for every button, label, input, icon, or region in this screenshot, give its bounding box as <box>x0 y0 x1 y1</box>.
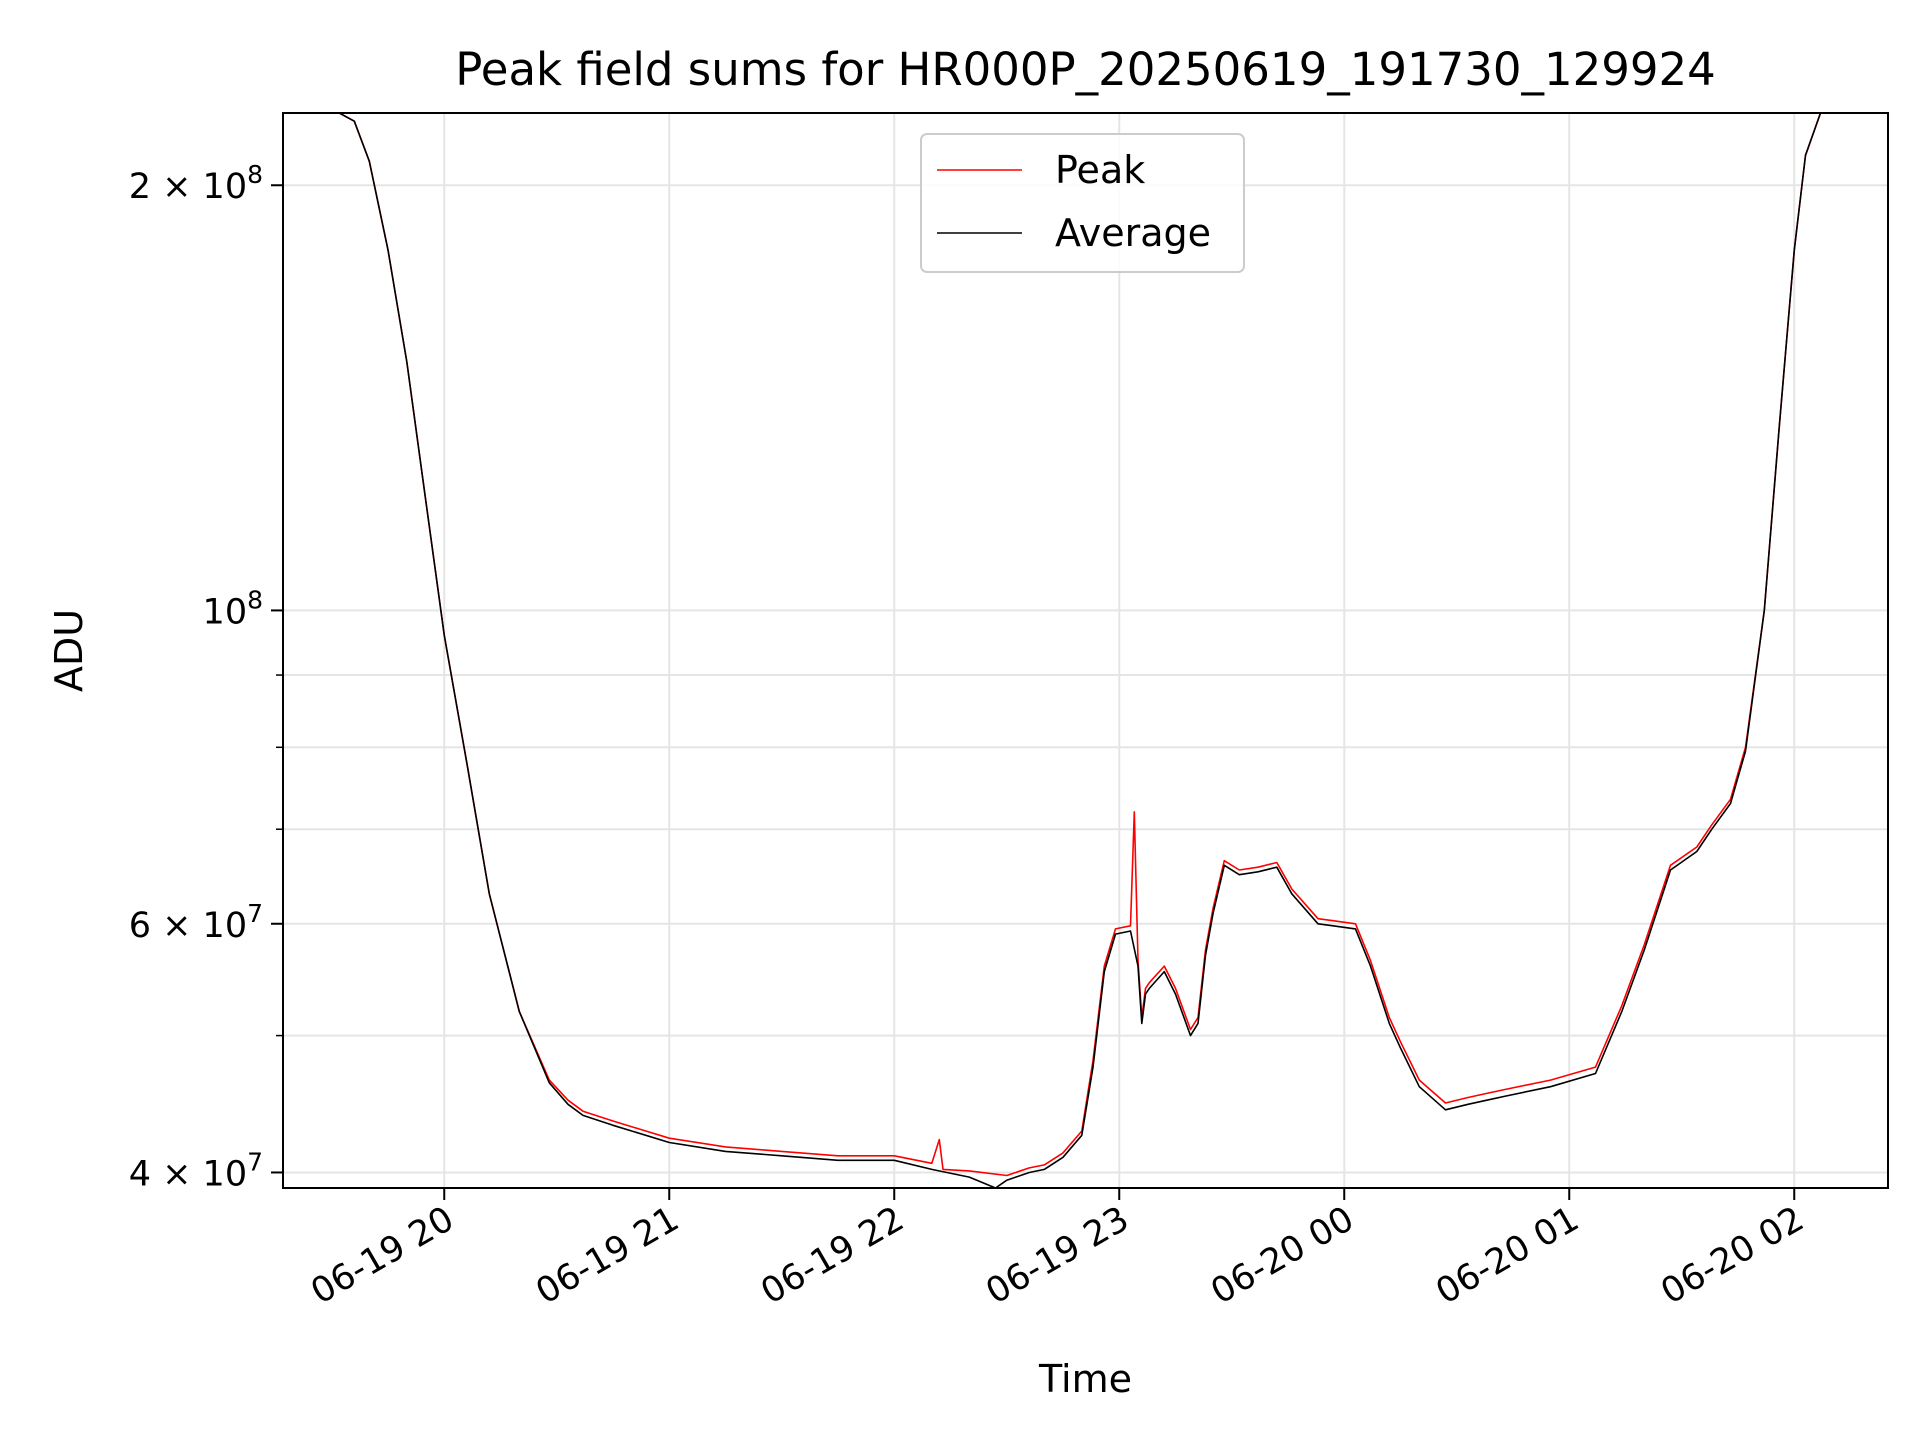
legend-box <box>920 133 1245 273</box>
axes-frame <box>282 112 1889 1189</box>
legend-label-average: Average <box>1055 211 1211 255</box>
x-axis-label: Time <box>1038 1357 1132 1401</box>
y-tick-label: 2 × 108 <box>129 160 263 207</box>
chart-title: Peak field sums for HR000P_20250619_1917… <box>455 43 1716 96</box>
legend-label-peak: Peak <box>1055 148 1145 192</box>
y-tick-label: 6 × 107 <box>129 899 263 946</box>
series-lines <box>283 113 1888 1188</box>
y-tick-label: 108 <box>203 585 263 632</box>
y-axis-label: ADU <box>47 609 91 692</box>
legend: Peak Average <box>920 133 1245 273</box>
series-line-peak <box>283 113 1888 1177</box>
series-line-average <box>283 113 1888 1188</box>
y-tick-label: 4 × 107 <box>129 1147 263 1194</box>
